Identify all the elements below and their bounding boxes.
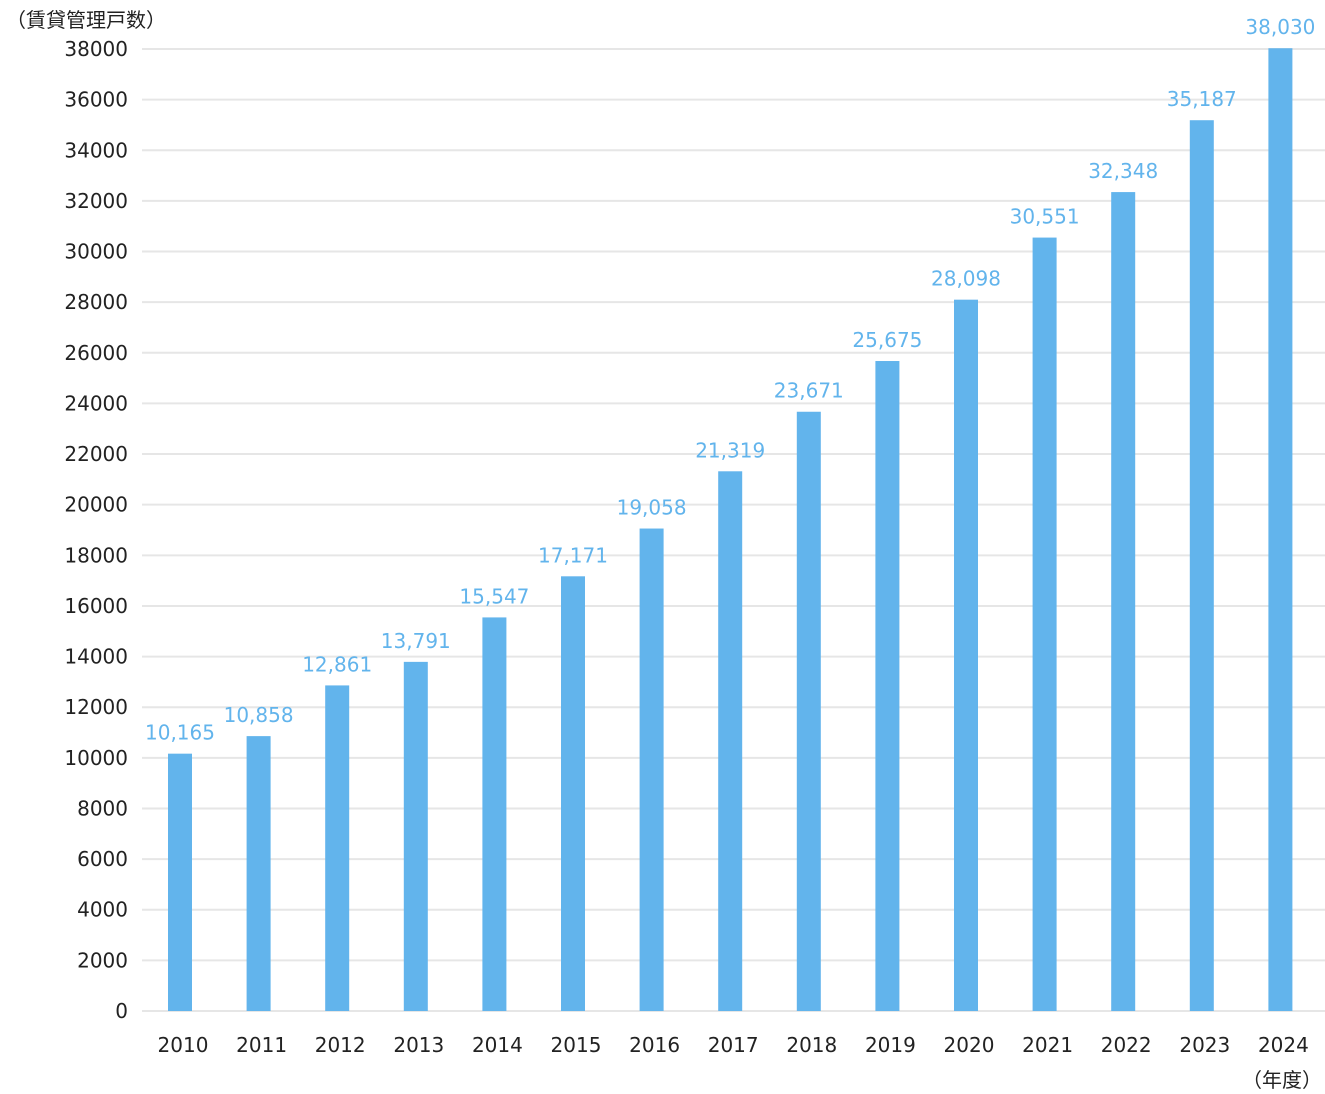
y-tick-label: 36000 <box>64 88 128 112</box>
x-tick-label-2011: 2011 <box>236 1033 287 1057</box>
bars <box>168 48 1293 1012</box>
bar-2023 <box>1189 120 1214 1011</box>
value-label-2018: 23,671 <box>774 379 844 403</box>
y-axis-ticks: 0 2000 4000 6000 8000 10000 12000 14000 16000 180… <box>64 37 128 1023</box>
bar-2021 <box>1032 237 1057 1011</box>
bar-2017 <box>718 471 743 1011</box>
x-tick-label-2019: 2019 <box>865 1033 916 1057</box>
y-tick-label: 34000 <box>64 138 128 162</box>
x-tick-label-2016: 2016 <box>629 1033 680 1057</box>
y-tick-label: 30000 <box>64 240 128 264</box>
x-tick-label-2012: 2012 <box>315 1033 366 1057</box>
bar-2024 <box>1268 48 1293 1011</box>
y-tick-label: 8000 <box>77 796 128 820</box>
value-label-2014: 15,547 <box>459 584 529 608</box>
x-tick-label-2017: 2017 <box>708 1033 759 1057</box>
y-tick-label: 4000 <box>77 898 128 922</box>
bar-2020 <box>954 299 978 1011</box>
value-label-2012: 12,861 <box>302 652 372 676</box>
y-tick-label: 10000 <box>64 746 128 770</box>
y-tick-label: 2000 <box>77 948 128 972</box>
value-label-2016: 19,058 <box>617 496 687 520</box>
value-label-2011: 10,858 <box>224 703 294 727</box>
y-tick-label: 32000 <box>64 189 128 213</box>
x-tick-label-2018: 2018 <box>786 1033 837 1057</box>
value-label-2024: 38,030 <box>1245 15 1315 39</box>
value-label-2010: 10,165 <box>145 721 215 745</box>
x-tick-label-2013: 2013 <box>393 1033 444 1057</box>
value-label-2013: 13,791 <box>381 629 451 653</box>
bar-2016 <box>639 528 664 1011</box>
value-label-2017: 21,319 <box>695 438 765 462</box>
x-axis-ticks: 2010 2011 2012 2013 2014 2015 2016 2017 2018 2019… <box>158 1033 1309 1057</box>
bar-2019 <box>875 361 900 1012</box>
y-tick-label: 26000 <box>64 341 128 365</box>
bar-2012 <box>325 685 350 1011</box>
y-tick-label: 0 <box>115 999 128 1023</box>
y-tick-label: 12000 <box>64 695 128 719</box>
y-tick-label: 28000 <box>64 290 128 314</box>
y-axis-label: （賃貸管理戸数） <box>6 8 166 32</box>
value-label-2023: 35,187 <box>1167 87 1237 111</box>
value-label-2015: 17,171 <box>538 543 608 567</box>
bar-2010 <box>168 753 192 1011</box>
y-tick-label: 38000 <box>64 37 128 61</box>
x-axis-label: （年度） <box>1242 1068 1322 1092</box>
bar-2011 <box>246 736 271 1011</box>
bar-2013 <box>403 661 428 1011</box>
y-tick-label: 20000 <box>64 493 128 517</box>
y-tick-label: 18000 <box>64 543 128 567</box>
bar-2018 <box>796 411 821 1011</box>
value-label-2022: 32,348 <box>1088 159 1158 183</box>
x-tick-label-2015: 2015 <box>551 1033 602 1057</box>
y-tick-label: 22000 <box>64 442 128 466</box>
y-tick-label: 16000 <box>64 594 128 618</box>
x-tick-label-2020: 2020 <box>944 1033 995 1057</box>
y-tick-label: 14000 <box>64 645 128 669</box>
value-label-2021: 30,551 <box>1010 205 1080 229</box>
y-tick-label: 24000 <box>64 391 128 415</box>
x-tick-label-2023: 2023 <box>1179 1033 1230 1057</box>
x-tick-label-2024: 2024 <box>1258 1033 1309 1057</box>
bar-2015 <box>561 576 585 1011</box>
value-labels: 10,165 10,858 12,861 13,791 15,547 17,171 19,0… <box>145 15 1315 744</box>
value-label-2019: 25,675 <box>852 328 922 352</box>
x-tick-label-2022: 2022 <box>1101 1033 1152 1057</box>
bar-2022 <box>1111 192 1136 1011</box>
value-label-2020: 28,098 <box>931 267 1001 291</box>
x-tick-label-2014: 2014 <box>472 1033 523 1057</box>
x-tick-label-2021: 2021 <box>1022 1033 1073 1057</box>
y-tick-label: 6000 <box>77 847 128 871</box>
x-tick-label-2010: 2010 <box>158 1033 209 1057</box>
bar-2014 <box>482 617 507 1011</box>
